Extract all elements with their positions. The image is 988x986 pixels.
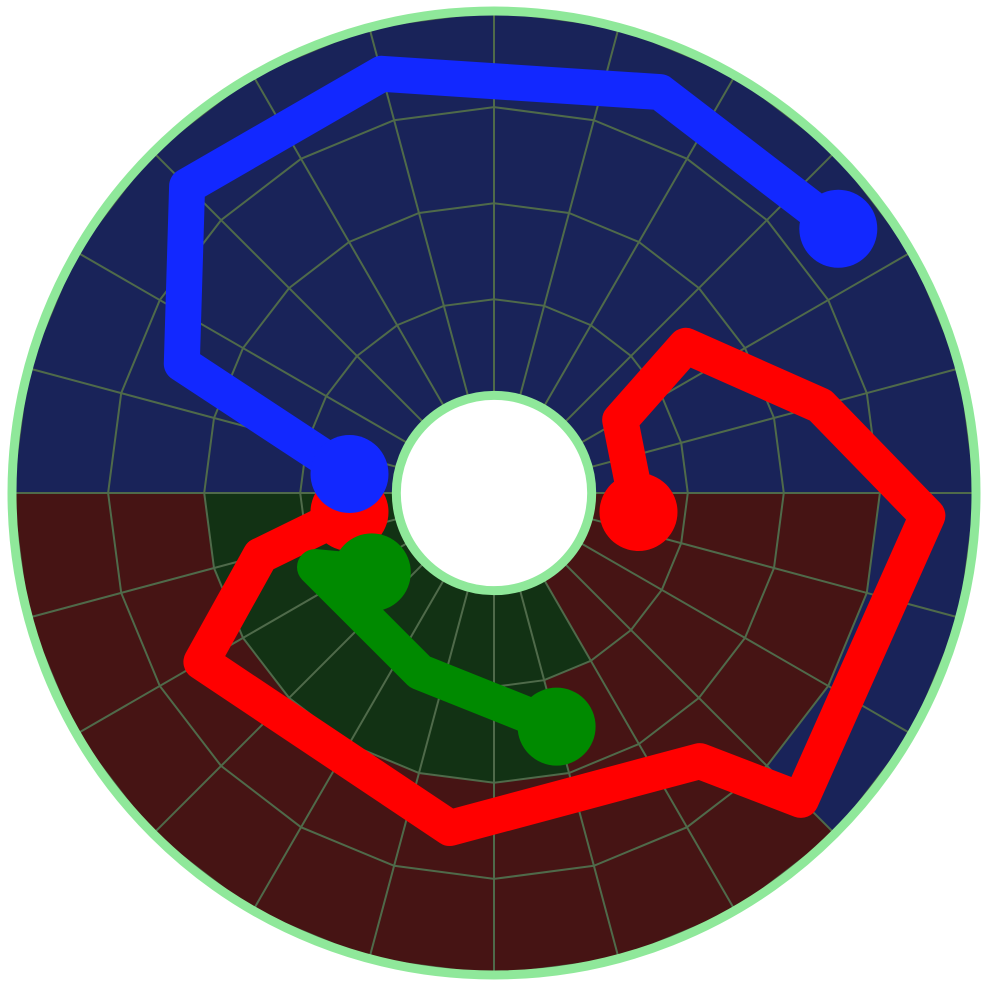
grid-spoke	[518, 587, 620, 959]
grid-spoke	[368, 587, 470, 959]
blue-flow-pipe	[163, 55, 857, 492]
board-center-hole	[391, 390, 597, 596]
board-outer-border	[7, 6, 981, 980]
grid-spoke	[541, 577, 736, 911]
grid-spoke	[588, 367, 960, 469]
grid-spoke	[76, 251, 410, 446]
red-flow-pipe	[183, 327, 946, 846]
green-endpoint-dot[interactable]	[517, 687, 596, 766]
blue-endpoint-dot[interactable]	[799, 189, 878, 268]
flow-endpoints[interactable]	[310, 189, 878, 766]
green-endpoint-dot[interactable]	[332, 533, 411, 612]
blue-endpoint-dot[interactable]	[310, 435, 389, 513]
red-endpoint-dot[interactable]	[599, 473, 678, 551]
